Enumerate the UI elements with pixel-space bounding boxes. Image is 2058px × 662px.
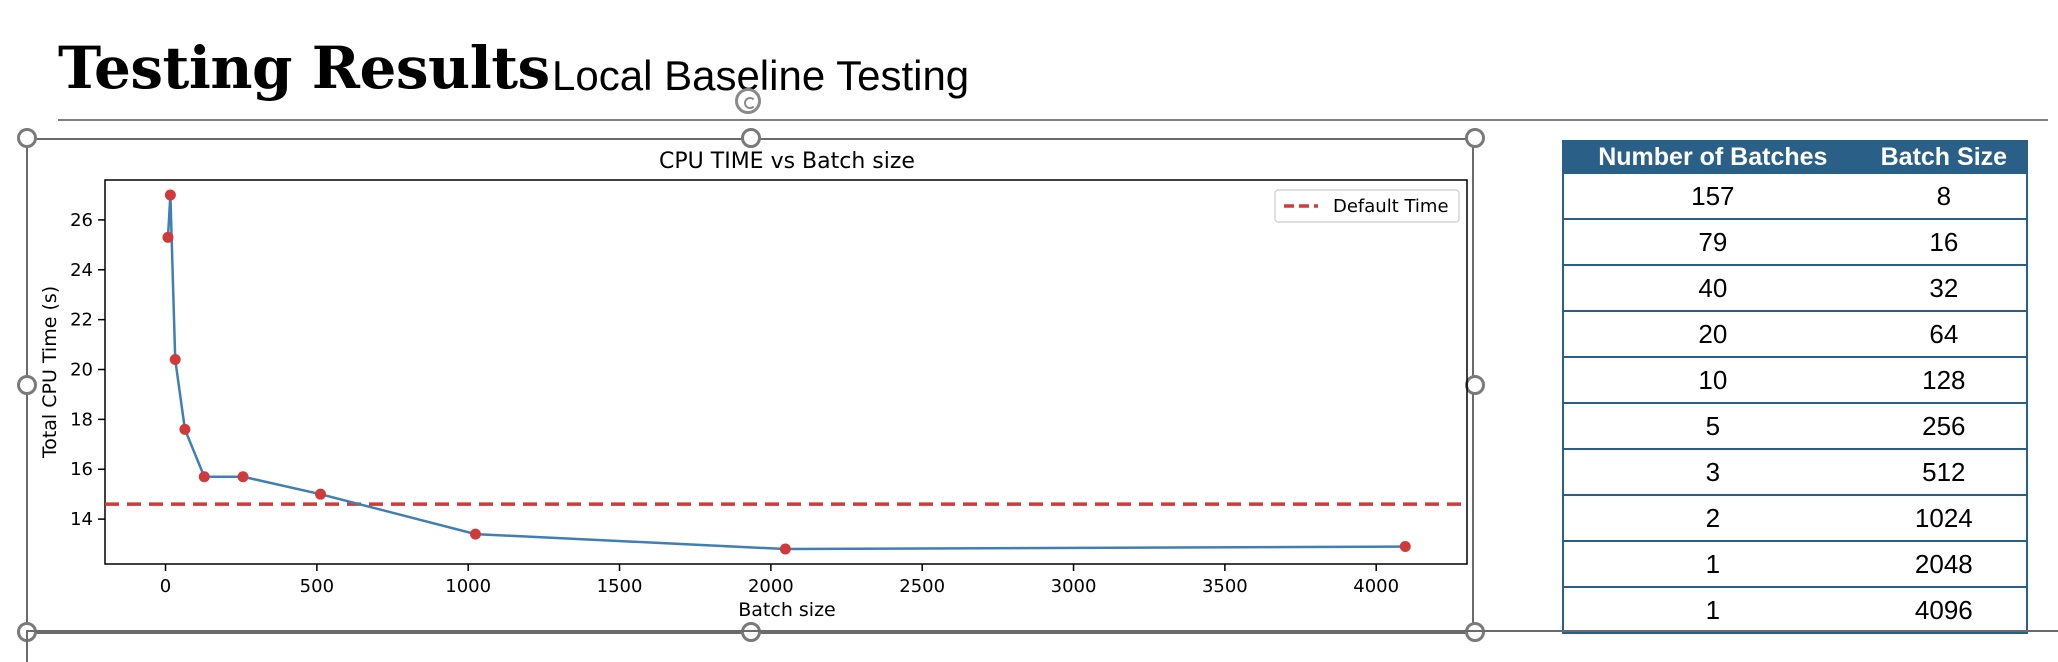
- cell-batch-size: 8: [1861, 174, 2029, 220]
- y-tick-label: 18: [70, 409, 93, 430]
- resize-handle-middle-left[interactable]: [17, 375, 37, 395]
- x-tick-label: 1500: [597, 576, 643, 597]
- table-row[interactable]: 1 2048: [1562, 541, 2029, 588]
- table-row[interactable]: 40 32: [1562, 265, 2029, 312]
- data-point: [469, 528, 481, 540]
- next-object-frame[interactable]: [26, 630, 2058, 662]
- chart-title: CPU TIME vs Batch size: [659, 149, 915, 174]
- cell-number-of-batches: 40: [1562, 265, 1862, 312]
- data-point: [1399, 541, 1411, 553]
- table-row[interactable]: 79 16: [1562, 219, 2029, 266]
- slide-subtitle[interactable]: Local Baseline Testing: [552, 52, 970, 99]
- header-batch-size: Batch Size: [1861, 140, 2029, 174]
- data-point: [179, 423, 191, 435]
- table-row[interactable]: 3 512: [1562, 449, 2029, 496]
- legend-box: [1274, 189, 1460, 223]
- cell-number-of-batches: 5: [1562, 403, 1862, 450]
- x-tick-label: 1000: [445, 576, 491, 597]
- data-point: [164, 189, 176, 201]
- y-tick-label: 20: [70, 360, 93, 381]
- header-number-of-batches: Number of Batches: [1562, 140, 1862, 174]
- x-axis-label: Batch size: [738, 599, 836, 621]
- table-row[interactable]: 20 64: [1562, 311, 2029, 358]
- chart-legend: Default Time: [1274, 189, 1460, 223]
- data-point: [198, 471, 210, 483]
- table-row[interactable]: 1 4096: [1562, 587, 2029, 634]
- data-point: [169, 354, 181, 366]
- cell-batch-size: 2048: [1861, 541, 2029, 588]
- cell-batch-size: 32: [1861, 265, 2029, 312]
- cell-number-of-batches: 1: [1562, 541, 1862, 588]
- cell-number-of-batches: 2: [1562, 495, 1862, 542]
- y-tick-label: 24: [70, 260, 93, 281]
- table-row[interactable]: 157 8: [1562, 174, 2029, 220]
- batch-table-container[interactable]: Number of Batches Batch Size 157 8 79 16 40 3…: [1562, 140, 2029, 634]
- y-tick-label: 14: [70, 509, 93, 530]
- plot-area: [104, 179, 1468, 565]
- x-tick-label: 500: [300, 576, 334, 597]
- cpu-time-chart[interactable]: CPU TIME vs Batch size 0 500 1000 1500 2000 2…: [0, 0, 1500, 640]
- series-line: [166, 194, 1406, 551]
- x-tick-label: 3500: [1202, 576, 1248, 597]
- table-row[interactable]: 5 256: [1562, 403, 2029, 450]
- cell-batch-size: 64: [1861, 311, 2029, 358]
- cell-number-of-batches: 1: [1562, 587, 1862, 634]
- y-tick-label: 22: [70, 310, 93, 331]
- cell-batch-size: 512: [1861, 449, 2029, 496]
- y-tick-label: 16: [70, 459, 93, 480]
- data-point: [237, 471, 249, 483]
- resize-handle-bottom-center[interactable]: [741, 622, 761, 642]
- x-tick-label: 2000: [748, 576, 794, 597]
- cell-batch-size: 16: [1861, 219, 2029, 266]
- data-point: [162, 231, 174, 243]
- y-tick-label: 26: [70, 210, 93, 231]
- batch-table[interactable]: Number of Batches Batch Size 157 8 79 16 40 3…: [1562, 140, 2029, 634]
- title-divider: [58, 119, 2048, 121]
- cell-number-of-batches: 3: [1562, 449, 1862, 496]
- resize-handle-bottom-right[interactable]: [1465, 622, 1485, 642]
- resize-handle-top-center[interactable]: [741, 128, 761, 148]
- rotate-handle-icon[interactable]: [735, 88, 761, 114]
- cell-number-of-batches: 10: [1562, 357, 1862, 404]
- page-title: Testing Results: [58, 34, 550, 102]
- cell-batch-size: 4096: [1861, 587, 2029, 634]
- x-tick-label: 4000: [1353, 576, 1399, 597]
- cell-number-of-batches: 157: [1562, 174, 1862, 220]
- cell-batch-size: 1024: [1861, 495, 2029, 542]
- table-row[interactable]: 10 128: [1562, 357, 2029, 404]
- resize-handle-top-left[interactable]: [17, 128, 37, 148]
- cell-number-of-batches: 20: [1562, 311, 1862, 358]
- cell-number-of-batches: 79: [1562, 219, 1862, 266]
- cell-batch-size: 256: [1861, 403, 2029, 450]
- legend-label: Default Time: [1333, 196, 1449, 217]
- x-tick-label: 3000: [1051, 576, 1097, 597]
- x-tick-label: 2500: [899, 576, 945, 597]
- data-point: [779, 543, 791, 555]
- x-tick-label: 0: [160, 576, 171, 597]
- table-row[interactable]: 2 1024: [1562, 495, 2029, 542]
- data-point: [314, 488, 326, 500]
- cell-batch-size: 128: [1861, 357, 2029, 404]
- resize-handle-top-right[interactable]: [1465, 128, 1485, 148]
- y-axis-label: Total CPU Time (s): [39, 286, 61, 459]
